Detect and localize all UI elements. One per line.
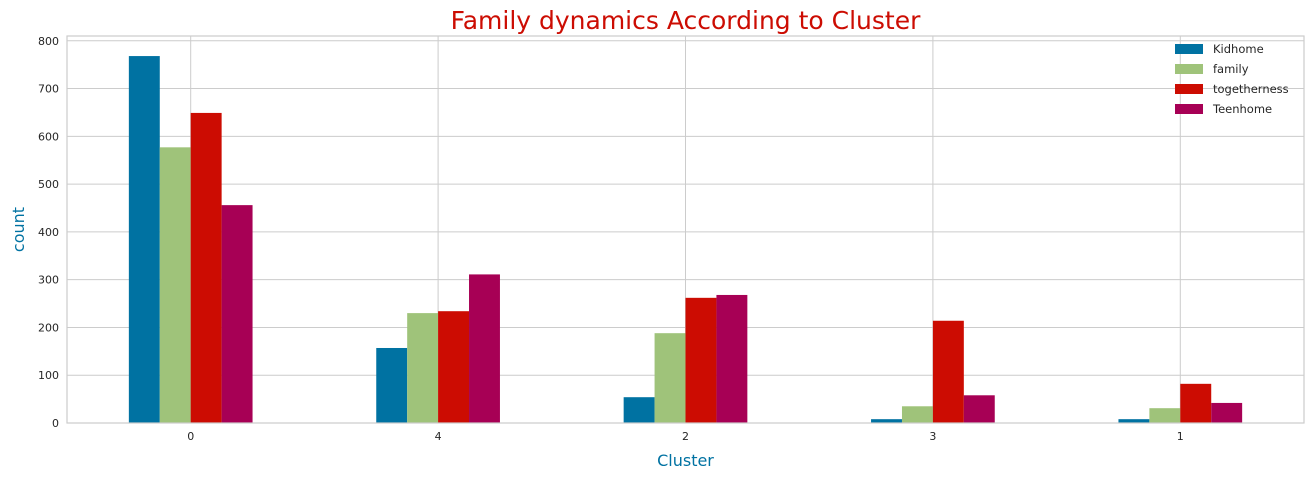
bar-kidhome-cluster-0: [128, 56, 160, 424]
y-tick-label: 0: [52, 417, 59, 430]
bar-teenhome-cluster-2: [716, 294, 748, 423]
y-tick-label: 700: [38, 83, 59, 96]
bar-togetherness-cluster-2: [685, 297, 717, 423]
y-tick-label: 800: [38, 35, 59, 48]
y-tick-label: 600: [38, 130, 59, 143]
chart-title: Family dynamics According to Cluster: [451, 6, 921, 35]
bar-kidhome-cluster-1: [1118, 419, 1150, 423]
legend-label-togetherness: togetherness: [1213, 82, 1289, 96]
legend-swatch-kidhome: [1175, 44, 1203, 54]
bar-family-cluster-4: [407, 313, 439, 423]
y-tick-label: 300: [38, 274, 59, 287]
bar-togetherness-cluster-0: [190, 112, 222, 423]
bar-family-cluster-0: [159, 147, 191, 424]
y-tick-label: 400: [38, 226, 59, 239]
x-tick-label: 1: [1177, 430, 1184, 443]
bars: [128, 56, 1243, 424]
x-tick-label: 4: [435, 430, 442, 443]
x-tick-label: 0: [187, 430, 194, 443]
legend-label-kidhome: Kidhome: [1213, 42, 1264, 56]
legend: Kidhome family togetherness Teenhome: [1175, 42, 1289, 116]
x-tick-label: 2: [682, 430, 689, 443]
bar-teenhome-cluster-3: [963, 395, 995, 423]
legend-label-family: family: [1213, 62, 1249, 76]
bar-togetherness-cluster-1: [1180, 383, 1212, 423]
x-tick-label: 3: [929, 430, 936, 443]
y-tick-label: 500: [38, 178, 59, 191]
bar-teenhome-cluster-4: [469, 274, 500, 423]
legend-label-teenhome: Teenhome: [1212, 102, 1272, 116]
plot-frame: [66, 35, 1305, 424]
bar-kidhome-cluster-2: [623, 397, 655, 423]
bar-family-cluster-2: [654, 333, 686, 423]
legend-swatch-family: [1175, 64, 1203, 74]
x-axis-label: Cluster: [657, 451, 714, 470]
bar-kidhome-cluster-4: [376, 347, 408, 423]
legend-swatch-togetherness: [1175, 84, 1203, 94]
grid-lines: [67, 36, 1304, 424]
bar-family-cluster-1: [1149, 408, 1181, 423]
bar-togetherness-cluster-3: [932, 320, 964, 423]
bar-family-cluster-3: [901, 406, 933, 423]
y-tick-label: 200: [38, 321, 59, 334]
bar-kidhome-cluster-3: [871, 419, 902, 423]
bar-togetherness-cluster-4: [438, 311, 470, 423]
bar-teenhome-cluster-0: [221, 205, 253, 423]
y-axis-label: count: [9, 207, 28, 252]
tick-labels: 0 100 200 300 400 500 600 700 800 0 4 2 3 1: [38, 35, 1184, 443]
legend-swatch-teenhome: [1175, 104, 1203, 114]
bar-teenhome-cluster-1: [1211, 402, 1243, 423]
y-tick-label: 100: [38, 369, 59, 382]
